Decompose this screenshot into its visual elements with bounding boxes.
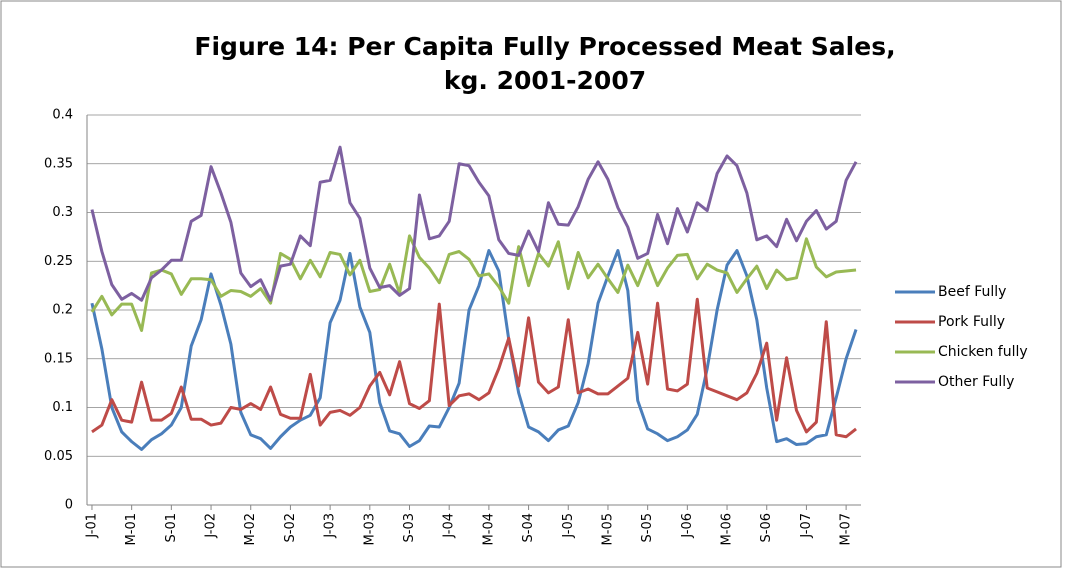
legend-label: Pork Fully	[938, 314, 1005, 330]
x-tick-label: M-07	[839, 513, 854, 545]
x-tick-label: M-03	[362, 513, 377, 545]
x-tick-label: J-07	[799, 513, 814, 539]
chart-title: Figure 14: Per Capita Fully Processed Me…	[194, 32, 895, 61]
x-tick-label: J-02	[204, 513, 219, 539]
x-tick-label: J-03	[323, 513, 338, 539]
y-tick-label: 0.35	[44, 156, 73, 171]
y-tick-label: 0.05	[44, 449, 73, 464]
y-tick-label: 0	[65, 498, 73, 513]
y-tick-label: 0.15	[44, 351, 73, 366]
x-tick-label: J-01	[84, 513, 99, 539]
y-tick-label: 0.3	[52, 205, 73, 220]
y-tick-label: 0.1	[52, 400, 73, 415]
x-tick-label: S-05	[640, 513, 655, 543]
series-line	[90, 249, 858, 451]
x-tick-label: J-05	[561, 513, 576, 539]
x-tick-label: S-01	[164, 513, 179, 543]
x-tick-label: M-04	[481, 513, 496, 545]
y-tick-label: 0.25	[44, 254, 73, 269]
x-tick-label: J-04	[442, 513, 457, 539]
legend-label: Beef Fully	[938, 284, 1006, 300]
legend-label: Other Fully	[938, 374, 1014, 390]
series-line	[91, 297, 857, 439]
x-tick-label: M-02	[243, 513, 258, 545]
series-line	[90, 234, 857, 332]
x-tick-label: J-06	[680, 513, 695, 539]
y-tick-label: 0.2	[52, 303, 73, 318]
x-tick-label: M-01	[124, 513, 139, 545]
x-tick-label: M-06	[720, 513, 735, 545]
y-tick-label: 0.4	[52, 108, 73, 123]
series-line	[90, 145, 858, 302]
x-tick-label: M-05	[600, 513, 615, 545]
x-tick-label: S-06	[759, 513, 774, 543]
chart-title: kg. 2001-2007	[444, 66, 646, 95]
x-tick-label: S-02	[283, 513, 298, 543]
x-tick-label: S-03	[402, 513, 417, 543]
legend-label: Chicken fully	[938, 344, 1028, 360]
x-tick-label: S-04	[521, 513, 536, 543]
